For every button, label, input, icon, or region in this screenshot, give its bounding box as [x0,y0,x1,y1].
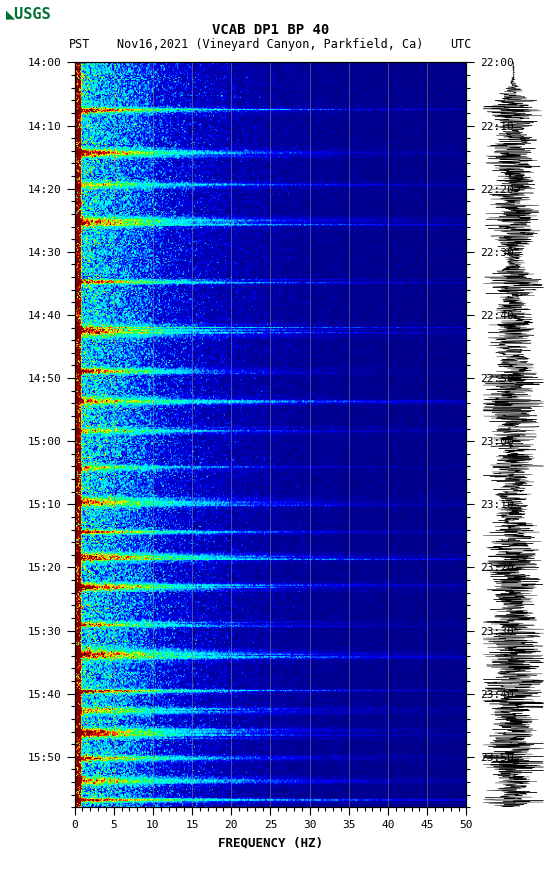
Text: UTC: UTC [450,37,472,51]
Text: PST: PST [69,37,91,51]
X-axis label: FREQUENCY (HZ): FREQUENCY (HZ) [218,836,323,849]
Text: Nov16,2021 (Vineyard Canyon, Parkfield, Ca): Nov16,2021 (Vineyard Canyon, Parkfield, … [117,37,424,51]
Text: VCAB DP1 BP 40: VCAB DP1 BP 40 [212,23,329,37]
Text: ◣USGS: ◣USGS [6,6,51,21]
